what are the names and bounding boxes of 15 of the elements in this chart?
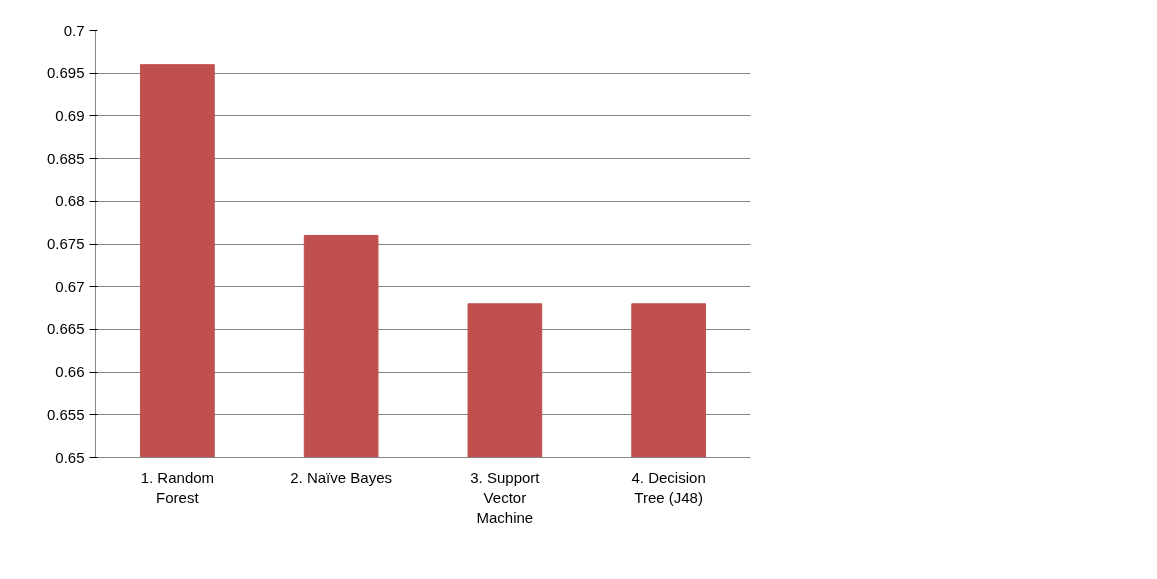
y-tick-label: 0.7 <box>63 21 85 39</box>
y-tick-label: 0.665 <box>46 320 85 338</box>
y-tick-label: 0.675 <box>46 235 85 252</box>
y-tick-label: 0.655 <box>46 405 85 423</box>
x-tick-label: 3. Support Vector Machine <box>470 468 541 527</box>
x-tick-label: 1. Random Forest <box>140 468 215 506</box>
x-tick-label: 2. Naïve Bayes <box>290 468 392 486</box>
y-tick-label: 0.67 <box>55 277 85 295</box>
y-tick-label: 0.695 <box>46 64 85 82</box>
y-tick-label: 0.685 <box>46 149 85 167</box>
y-tick-label: 0.68 <box>55 192 85 210</box>
y-tick-label: 0.65 <box>55 448 85 466</box>
y-tick-label: 0.66 <box>55 363 85 381</box>
y-tick-label: 0.69 <box>55 106 85 124</box>
x-tick-label: 4. Decision Tree (J48) <box>631 468 706 506</box>
